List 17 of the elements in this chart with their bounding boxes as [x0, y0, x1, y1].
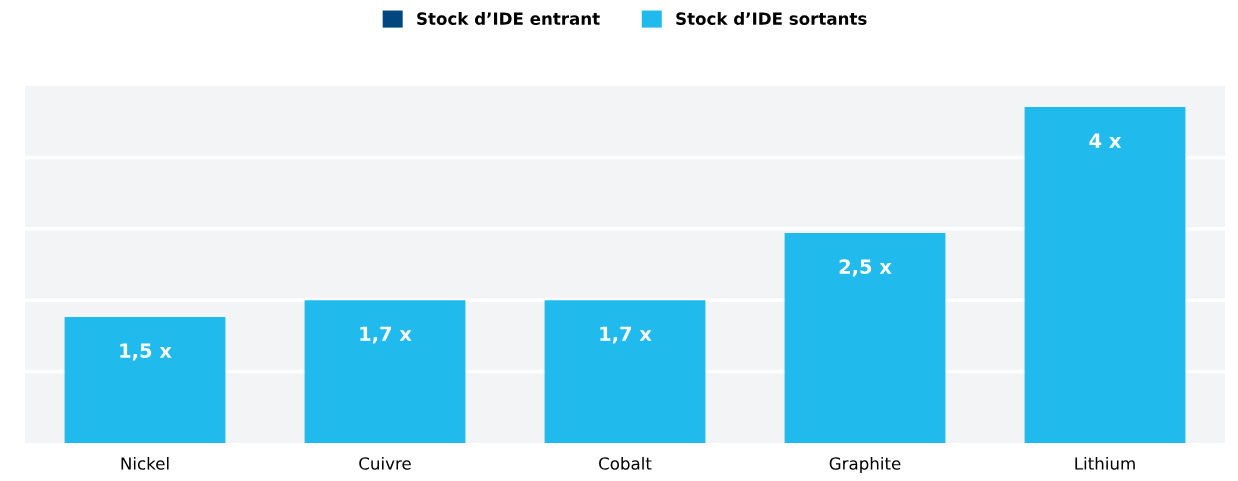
x-tick-label: Lithium — [1075, 456, 1135, 470]
bar — [544, 300, 706, 443]
bar — [1024, 107, 1186, 443]
bar — [784, 233, 946, 443]
x-tick-label: Cobalt — [599, 456, 652, 470]
data-label: 2,5 x — [839, 259, 892, 277]
data-label: 1,5 x — [120, 343, 172, 361]
data-label: 1,7 x — [600, 326, 652, 344]
legend-label: Stock d’IDE entrant — [417, 12, 600, 25]
data-label: 4 x — [1089, 133, 1122, 148]
x-tick-label: Cuivre — [359, 456, 411, 470]
bar — [64, 317, 226, 443]
x-tick-label: Graphite — [829, 456, 901, 474]
x-tick-label: Nickel — [121, 456, 169, 470]
legend-label: Stock d’IDE sortants — [676, 12, 867, 25]
data-label: 1,7 x — [360, 326, 412, 344]
bar — [304, 300, 466, 443]
